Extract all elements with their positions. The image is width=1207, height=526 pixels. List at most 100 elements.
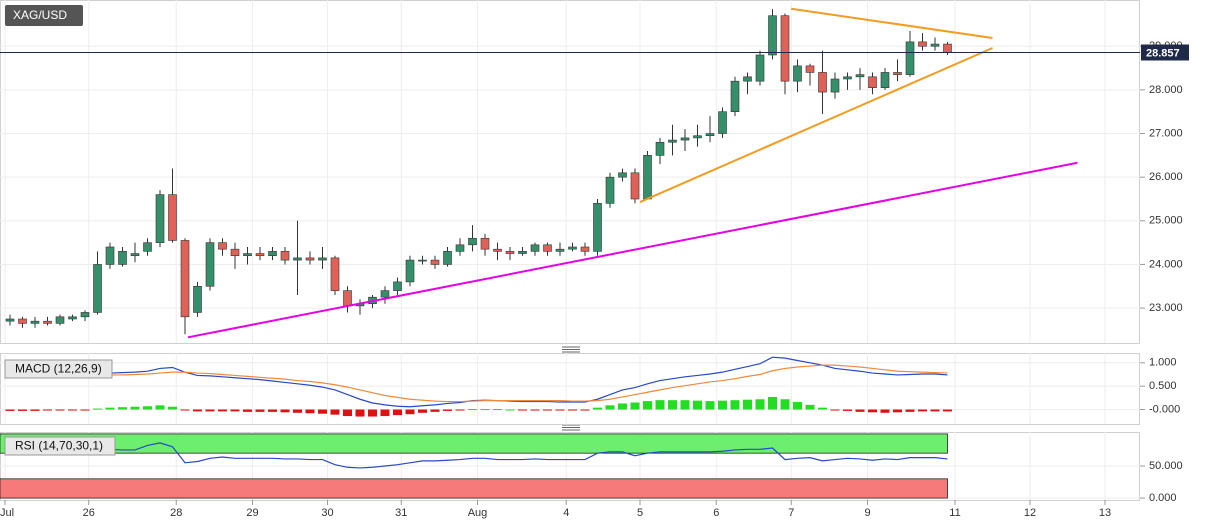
candle-body <box>93 264 102 313</box>
histogram-bar <box>43 409 52 411</box>
histogram-bar <box>318 409 327 414</box>
rsi-band <box>0 433 948 454</box>
candle-body <box>443 251 452 265</box>
histogram-bar <box>493 409 502 411</box>
x-tick-label: 28 <box>170 507 182 519</box>
x-tick-label: Aug <box>468 507 488 519</box>
histogram-bar <box>893 409 902 413</box>
candle-body <box>868 76 877 89</box>
candle-body <box>180 240 190 318</box>
histogram-bar <box>193 409 202 412</box>
histogram-bar <box>118 407 127 410</box>
y-tick-label: 26.000 <box>1149 171 1183 183</box>
histogram-bar <box>168 406 177 410</box>
rsi-line <box>9 442 948 469</box>
candle-body <box>480 237 490 250</box>
x-tick-label: 4 <box>563 507 569 519</box>
candle-body <box>693 135 702 139</box>
histogram-bar <box>780 399 790 410</box>
candle-body <box>143 242 152 252</box>
x-tick-label: 6 <box>713 507 719 519</box>
histogram-bar <box>630 402 640 410</box>
candle-body <box>543 244 552 252</box>
candle-body <box>130 253 140 257</box>
x-tick-label: 13 <box>1099 507 1111 519</box>
histogram-bar <box>268 409 277 412</box>
histogram-bar <box>30 409 40 411</box>
histogram-bar <box>605 405 615 410</box>
trendline <box>187 161 1078 339</box>
candle-body <box>318 257 327 261</box>
candle-body <box>755 54 765 82</box>
histogram-bar <box>705 401 715 410</box>
histogram-bar <box>143 406 152 410</box>
x-tick-label: 31 <box>395 507 407 519</box>
histogram-bar <box>730 400 740 410</box>
indicator-label-box <box>4 436 116 456</box>
x-tick-label: Jul <box>0 507 14 519</box>
histogram-bar <box>243 409 252 412</box>
y-tick-label: 50.000 <box>1149 460 1183 472</box>
histogram-bar <box>580 409 590 411</box>
candle-body <box>555 248 565 252</box>
histogram-bar <box>180 409 190 411</box>
histogram-bar <box>943 409 952 412</box>
histogram-bar <box>743 399 752 410</box>
histogram-bar <box>868 409 877 413</box>
histogram-bar <box>205 409 215 412</box>
candle-body <box>305 257 315 261</box>
histogram-bar <box>430 409 440 412</box>
histogram-bar <box>618 403 627 410</box>
histogram-bar <box>568 409 577 411</box>
y-tick-label: 23.000 <box>1149 302 1183 314</box>
trendline <box>639 47 993 203</box>
candle-body <box>630 172 640 200</box>
histogram-bar <box>655 400 665 410</box>
candle-body <box>680 137 690 141</box>
candle-body <box>730 80 740 113</box>
last-price-box <box>1141 44 1189 61</box>
histogram-bar <box>380 409 390 417</box>
candle-body <box>880 72 890 89</box>
candle-body <box>593 203 602 252</box>
histogram-bar <box>668 400 677 410</box>
indicator-label-box <box>4 359 113 379</box>
y-tick-label: -0.000 <box>1149 403 1180 415</box>
candle-body <box>830 78 840 93</box>
x-tick-label: 12 <box>1024 507 1036 519</box>
y-tick-label: 27.000 <box>1149 127 1183 139</box>
candle-body <box>580 246 590 252</box>
histogram-bar <box>80 409 90 411</box>
candle-body <box>205 242 215 287</box>
candle-body <box>905 41 915 75</box>
y-tick-label: 0.500 <box>1149 380 1177 392</box>
histogram-bar <box>418 409 427 413</box>
histogram-bar <box>218 409 227 412</box>
histogram-bar <box>5 409 15 411</box>
candle-body <box>380 290 390 298</box>
histogram-bar <box>555 409 565 411</box>
candle-body <box>855 74 865 78</box>
histogram-bar <box>480 409 490 411</box>
candle-body <box>718 111 727 134</box>
candle-body <box>918 41 927 47</box>
candle-body <box>818 72 827 93</box>
candle-body <box>80 312 90 318</box>
candle-body <box>943 43 952 53</box>
candle-body <box>643 155 652 200</box>
candle-body <box>705 133 715 137</box>
histogram-bar <box>905 409 915 412</box>
candle-body <box>280 251 290 261</box>
candle-body <box>30 320 40 324</box>
candle-body <box>455 244 465 252</box>
candle-body <box>743 76 752 82</box>
candle-body <box>55 316 65 324</box>
candle-body <box>893 72 902 75</box>
candle-body <box>293 257 302 261</box>
histogram-bar <box>368 409 377 417</box>
x-tick-label: 30 <box>321 507 333 519</box>
histogram-bar <box>468 409 477 411</box>
y-tick-label: 24.000 <box>1149 258 1183 270</box>
histogram-bar <box>355 409 365 417</box>
